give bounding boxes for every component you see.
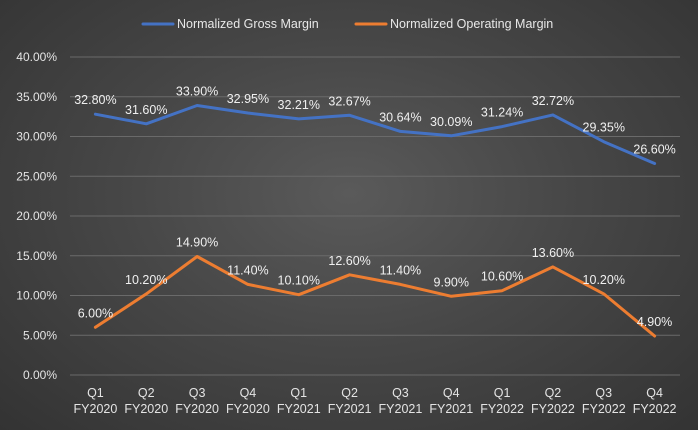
data-label: 6.00% (78, 306, 113, 320)
data-label: 32.72% (532, 94, 574, 108)
y-tick-label: 35.00% (16, 90, 57, 104)
y-tick-label: 0.00% (23, 368, 57, 382)
x-tick-label: Q2 FY2020 (124, 386, 168, 416)
y-tick-label: 10.00% (16, 289, 57, 303)
data-label: 11.40% (380, 263, 421, 277)
data-label: 32.80% (74, 93, 116, 107)
data-label: 33.90% (176, 84, 218, 98)
legend-item: Normalized Gross Margin (141, 17, 319, 31)
x-tick-label: Q4 FY2021 (429, 386, 473, 416)
data-label: 26.60% (633, 143, 675, 157)
x-tick-label: Q3 FY2020 (175, 386, 219, 416)
series-line-gross-margin (93, 104, 657, 165)
x-tick-label: Q2 FY2021 (328, 386, 372, 416)
legend-label: Normalized Gross Margin (177, 17, 319, 31)
data-label: 10.10% (278, 274, 320, 288)
data-label: 31.24% (481, 106, 523, 120)
data-label: 29.35% (583, 121, 625, 135)
grid-layer (70, 56, 680, 376)
x-tick-label: Q1 FY2022 (480, 386, 524, 416)
data-labels: 32.80% 31.60% 33.90% 32.95% 32.21% 32.67% 30.6… (74, 84, 676, 329)
data-label: 30.09% (430, 115, 472, 129)
data-label: 32.21% (278, 98, 320, 112)
y-tick-label: 15.00% (16, 249, 57, 263)
series-layer (93, 104, 657, 338)
legend-label: Normalized Operating Margin (390, 17, 553, 31)
series-line-operating-margin (93, 255, 657, 338)
data-label: 30.64% (379, 110, 421, 124)
data-label: 10.20% (125, 273, 167, 287)
x-tick-label: Q3 FY2022 (582, 386, 626, 416)
x-tick-label: Q4 FY2022 (633, 386, 677, 416)
x-tick-label: Q3 FY2021 (379, 386, 423, 416)
data-label: 9.90% (434, 275, 469, 289)
x-tick-label: Q1 FY2020 (74, 386, 118, 416)
x-tick-label: Q4 FY2020 (226, 386, 270, 416)
y-axis: 0.00% 5.00% 10.00% 15.00% 20.00% 25.00% 30.00%… (16, 50, 57, 382)
data-label: 11.40% (227, 263, 268, 277)
data-label: 13.60% (532, 246, 574, 260)
y-tick-label: 25.00% (16, 169, 57, 183)
data-label: 4.90% (637, 315, 672, 329)
y-tick-label: 40.00% (16, 50, 57, 64)
data-label: 14.90% (176, 236, 218, 250)
x-tick-label: Q1 FY2021 (277, 386, 321, 416)
data-label: 32.67% (328, 94, 370, 108)
y-tick-label: 20.00% (16, 209, 57, 223)
legend-item: Normalized Operating Margin (354, 17, 553, 31)
data-label: 12.60% (328, 254, 370, 268)
legend: Normalized Gross Margin Normalized Operat… (141, 17, 553, 31)
data-label: 10.60% (481, 270, 523, 284)
data-label: 32.95% (227, 92, 269, 106)
x-tick-label: Q2 FY2022 (531, 386, 575, 416)
y-tick-label: 30.00% (16, 130, 57, 144)
y-tick-label: 5.00% (23, 328, 57, 342)
data-label: 10.20% (583, 273, 625, 287)
data-label: 31.60% (125, 103, 167, 117)
